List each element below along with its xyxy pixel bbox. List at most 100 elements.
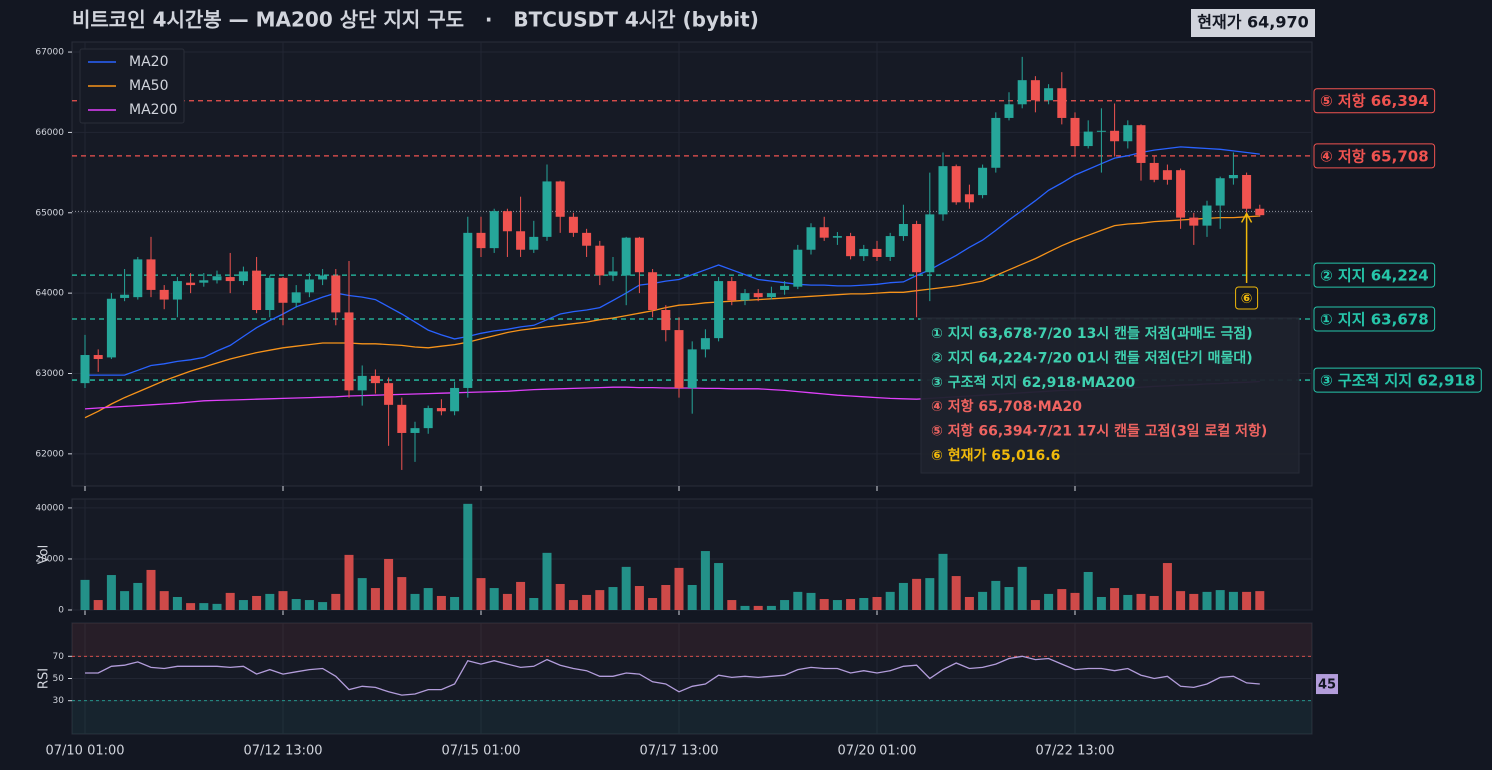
volume-bar bbox=[120, 591, 130, 610]
volume-bar bbox=[410, 593, 420, 610]
volume-bar bbox=[740, 605, 750, 610]
candle-body bbox=[502, 211, 512, 232]
candle-body bbox=[1083, 131, 1093, 147]
volume-bar bbox=[912, 578, 922, 610]
candle-body bbox=[120, 294, 130, 298]
annotation-text: ④ 저항 65,708·MA20 bbox=[931, 398, 1082, 415]
candle-body bbox=[582, 232, 592, 246]
candle-body bbox=[397, 404, 407, 433]
volume-bar bbox=[674, 567, 684, 610]
volume-bar bbox=[872, 596, 882, 610]
x-tick-label: 07/20 01:00 bbox=[837, 744, 916, 759]
candle-body bbox=[793, 249, 803, 287]
volume-bar bbox=[384, 558, 394, 610]
chart-title: 비트코인 4시간봉 — MA200 상단 지지 구도 · BTCUSDT 4시간… bbox=[72, 8, 759, 32]
volume-bar bbox=[661, 584, 671, 610]
candle-body bbox=[357, 375, 367, 391]
candle-body bbox=[199, 280, 209, 283]
volume-bar bbox=[502, 593, 512, 610]
candle-body bbox=[238, 271, 248, 282]
candle-body bbox=[529, 236, 539, 250]
candle-body bbox=[516, 231, 526, 250]
candle-body bbox=[1162, 170, 1172, 180]
level-label-text: ④ 저항 65,708 bbox=[1320, 147, 1429, 165]
candle-body bbox=[476, 232, 486, 249]
volume-bar bbox=[595, 590, 605, 610]
volume-bar bbox=[1136, 593, 1146, 610]
volume-bar bbox=[714, 563, 724, 610]
candle-body bbox=[463, 232, 473, 388]
volume-bar bbox=[186, 603, 196, 610]
candle-body bbox=[80, 355, 90, 384]
volume-bar bbox=[925, 578, 935, 610]
candle-body bbox=[1030, 80, 1040, 101]
volume-bar bbox=[93, 600, 103, 610]
price-badge: 현재가 64,970 bbox=[1197, 13, 1308, 32]
candle-body bbox=[1255, 208, 1265, 216]
candle-body bbox=[159, 289, 169, 300]
candle-body bbox=[964, 194, 974, 203]
volume-bar bbox=[991, 580, 1001, 610]
level-label-box bbox=[1313, 143, 1436, 169]
volume-bar bbox=[978, 591, 988, 610]
candle-body bbox=[898, 224, 908, 237]
candle-body bbox=[146, 259, 156, 290]
marker-label: ⑥ bbox=[1241, 291, 1253, 307]
candle-body bbox=[885, 236, 895, 257]
y-tick-label: 70 bbox=[53, 652, 65, 662]
candle-body bbox=[212, 276, 222, 281]
volume-bar bbox=[291, 599, 301, 610]
volume-bar bbox=[1123, 594, 1133, 610]
annotation-text: ③ 구조적 지지 62,918·MA200 bbox=[931, 374, 1135, 391]
y-tick-label: 64000 bbox=[35, 289, 64, 299]
volume-bar bbox=[265, 593, 275, 610]
volume-bar bbox=[159, 591, 169, 610]
y-axis-label: Vol bbox=[37, 545, 52, 564]
candle-body bbox=[938, 166, 948, 215]
volume-bar bbox=[608, 587, 618, 610]
volume-bar bbox=[1044, 593, 1054, 610]
volume-bar bbox=[1030, 600, 1040, 610]
level-label: ③ 구조적 지지 62,918 bbox=[1313, 367, 1482, 393]
candle-body bbox=[727, 281, 737, 301]
candle-body bbox=[846, 236, 856, 257]
candle-body bbox=[1136, 125, 1146, 163]
volume-bar bbox=[80, 579, 90, 610]
volume-bar bbox=[463, 503, 473, 610]
legend: MA20 MA50 MA200 bbox=[79, 48, 185, 124]
candle-body bbox=[331, 275, 341, 313]
candle-body bbox=[648, 272, 658, 311]
volume-bar bbox=[1162, 563, 1172, 610]
volume-bar bbox=[344, 554, 354, 610]
candle-body bbox=[225, 277, 235, 282]
candle-body bbox=[1228, 174, 1238, 179]
candle-body bbox=[608, 271, 618, 276]
volume-bar bbox=[648, 598, 658, 610]
volume-bar bbox=[898, 582, 908, 610]
volume-bar bbox=[397, 577, 407, 610]
volume-bar bbox=[423, 588, 433, 610]
volume-bar bbox=[172, 596, 182, 610]
rsi-last-box bbox=[1316, 674, 1338, 695]
volume-bar bbox=[1149, 595, 1159, 610]
level-label-text: ⑤ 저항 66,394 bbox=[1320, 92, 1429, 110]
volume-bar bbox=[634, 586, 644, 610]
volume-bar bbox=[1110, 588, 1120, 610]
candle-body bbox=[859, 248, 869, 257]
volume-bar bbox=[753, 605, 763, 610]
candle-body bbox=[1202, 205, 1212, 226]
volume-bar bbox=[238, 600, 248, 610]
candle-body bbox=[370, 375, 380, 384]
candle-body bbox=[832, 236, 842, 238]
candle-body bbox=[661, 310, 671, 331]
candle-body bbox=[951, 166, 961, 203]
volume-bar bbox=[1242, 591, 1252, 610]
candle-body bbox=[674, 330, 684, 388]
candle-body bbox=[1070, 117, 1080, 147]
volume-bar bbox=[687, 584, 697, 610]
level-label: ② 지지 64,224 bbox=[1313, 262, 1436, 288]
ma-line bbox=[85, 146, 1260, 376]
volume-bar bbox=[727, 600, 737, 610]
